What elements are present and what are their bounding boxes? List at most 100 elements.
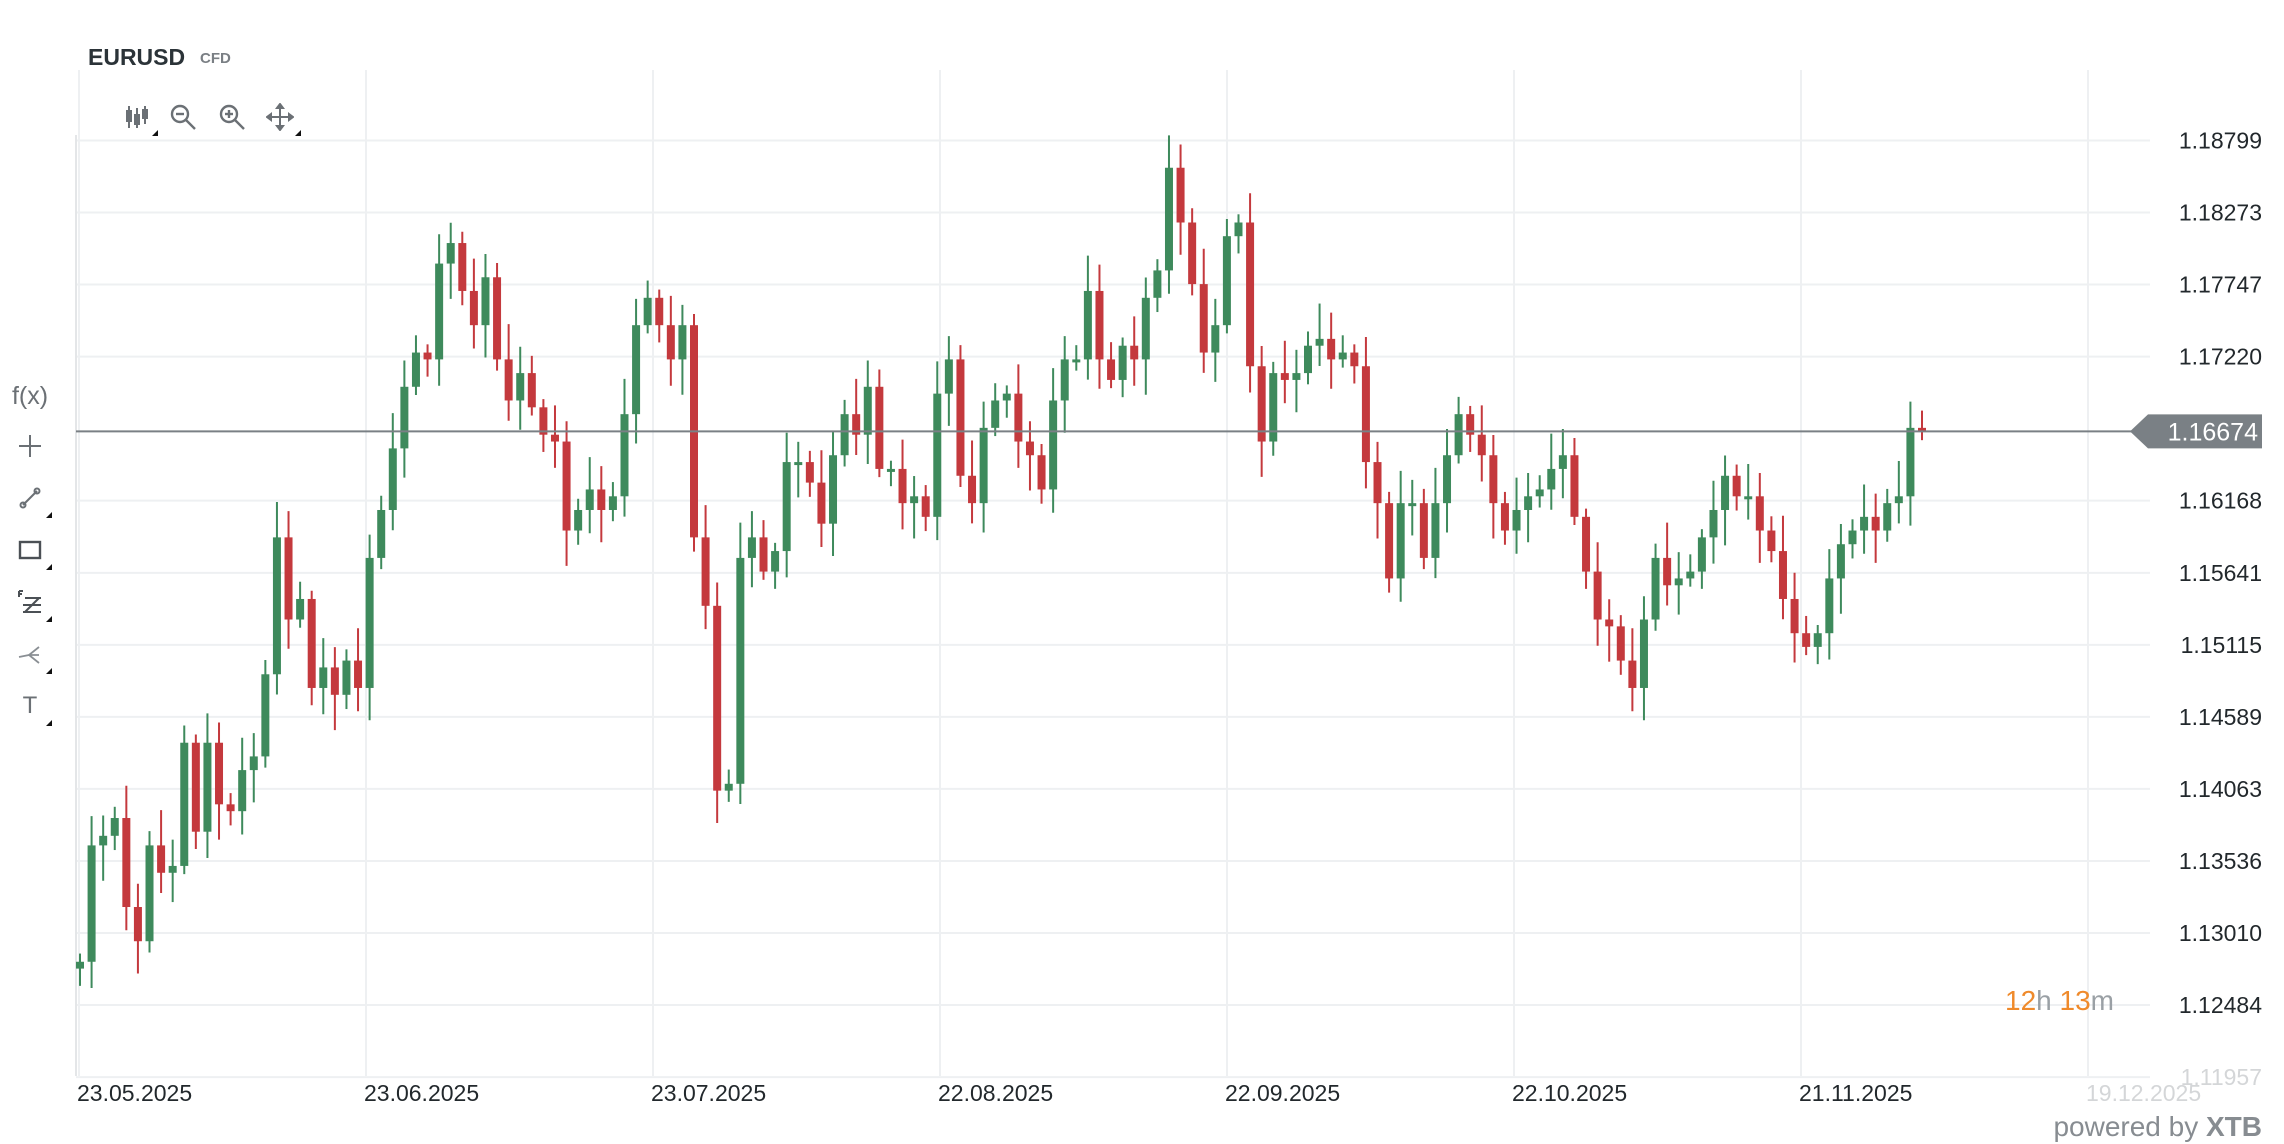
indicators-button[interactable]: f(x) (11, 381, 49, 410)
candle (1686, 554, 1695, 587)
candle (1871, 493, 1880, 563)
candle-body (875, 386, 884, 469)
candle-body (168, 865, 177, 873)
candle (1512, 477, 1521, 554)
pan-button[interactable] (263, 100, 301, 136)
candle-body (1558, 455, 1567, 469)
candle (1095, 264, 1104, 389)
candle-body (1408, 503, 1417, 507)
candle (1732, 464, 1741, 511)
candle-body (1593, 571, 1602, 620)
y-tick-label: 1.17747 (2179, 272, 2262, 298)
candle-body (713, 605, 722, 791)
candle-body (1083, 290, 1092, 360)
candle (1848, 519, 1857, 559)
candle-body (157, 845, 166, 873)
candle (481, 253, 490, 358)
candle (1280, 340, 1289, 404)
candle (307, 590, 316, 706)
candle-body (469, 290, 478, 326)
candle (1674, 552, 1683, 615)
candle (1535, 475, 1544, 508)
chart-type-button[interactable] (120, 100, 158, 136)
candle-body (1257, 366, 1266, 442)
candle-body (1639, 619, 1648, 688)
candle-body (1107, 359, 1116, 380)
candle-body (968, 475, 977, 504)
candle (979, 401, 988, 533)
candle-body (1825, 578, 1834, 634)
candle-body (655, 297, 664, 326)
candle (1489, 434, 1498, 539)
pitchfork-button[interactable] (12, 636, 52, 674)
candle-body (1663, 557, 1672, 586)
candle-body (678, 325, 687, 360)
candle-body (1767, 530, 1776, 552)
candle (1802, 615, 1811, 656)
powered-by-branding[interactable]: powered by XTB (2053, 1111, 2262, 1142)
candle (1477, 405, 1486, 482)
candle-body (1396, 503, 1405, 579)
candle-body (759, 537, 768, 572)
y-tick-label: 1.13536 (2179, 848, 2262, 874)
candle (1524, 473, 1533, 543)
symbol-title: EURUSD (88, 44, 186, 70)
candle-body (1037, 455, 1046, 490)
candle-body (516, 373, 525, 401)
candle-body (1616, 626, 1625, 661)
candle (701, 505, 710, 630)
candle (145, 831, 154, 953)
candle-body (1338, 352, 1347, 360)
candle-body (1188, 222, 1197, 285)
candle-body (910, 496, 919, 504)
current-price-line: 1.16674 (76, 414, 2262, 449)
candle-body (1628, 660, 1637, 688)
candle-body (481, 277, 490, 326)
candle-body (1199, 284, 1208, 353)
text-tool-button[interactable]: T (12, 688, 52, 726)
candle-body (886, 468, 895, 472)
y-tick-label: 1.14063 (2179, 776, 2262, 802)
candle-body (1315, 338, 1324, 346)
candle (1269, 361, 1278, 456)
candle (597, 466, 606, 543)
candle (898, 439, 907, 530)
candle (1396, 470, 1405, 602)
candle-body (1709, 509, 1718, 538)
candle (1778, 515, 1787, 620)
candle-body (550, 434, 559, 442)
candle-body (377, 509, 386, 558)
candle (1582, 508, 1591, 589)
candle-body (365, 557, 374, 688)
zoom-in-button[interactable] (215, 100, 249, 134)
candle-body (296, 598, 305, 620)
candle-body (330, 667, 339, 695)
candle (1419, 488, 1428, 570)
y-tick-label: 1.18799 (2179, 128, 2262, 154)
zoom-out-icon (170, 104, 196, 130)
candle (296, 581, 305, 628)
trendline-icon (19, 487, 41, 509)
fibonacci-button[interactable] (12, 584, 52, 622)
candle-body (1547, 468, 1556, 490)
candle (1234, 214, 1243, 254)
candle-body (1164, 167, 1173, 271)
crosshair-button[interactable] (12, 428, 48, 464)
candle (272, 502, 281, 695)
y-tick-label: 1.16168 (2179, 488, 2262, 514)
y-tick-label: 1.14589 (2179, 704, 2262, 730)
candle (933, 361, 942, 541)
candle-body (632, 325, 641, 415)
candle-body (1361, 366, 1370, 463)
trendline-button[interactable] (12, 480, 52, 518)
rectangle-button[interactable] (12, 532, 52, 570)
text-tool-icon: T (22, 692, 38, 719)
candle-body (307, 598, 316, 688)
candle (620, 378, 629, 517)
candle (354, 628, 363, 712)
candle-body (388, 448, 397, 510)
zoom-out-button[interactable] (166, 100, 200, 134)
candle-body (1072, 359, 1081, 363)
candle (411, 335, 420, 395)
